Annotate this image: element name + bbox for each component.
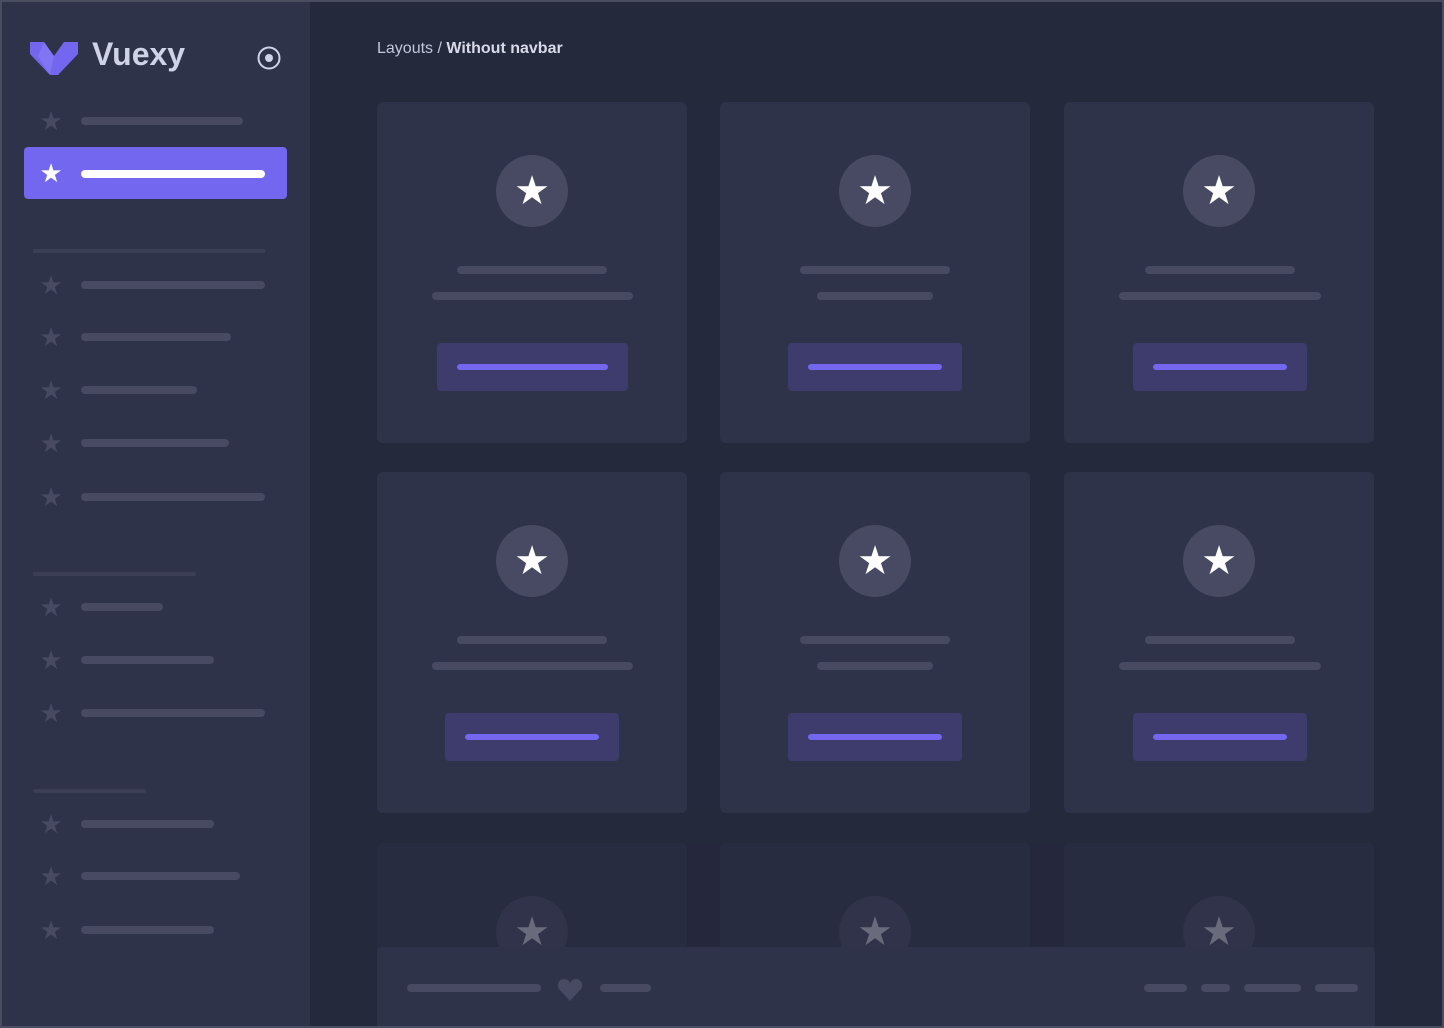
star-icon: ★ bbox=[839, 525, 911, 597]
card-button[interactable] bbox=[1133, 713, 1307, 761]
card-text-line bbox=[457, 636, 607, 644]
radio-circle-icon[interactable] bbox=[256, 45, 282, 71]
breadcrumb-separator: / bbox=[433, 40, 447, 57]
sidebar-item-label bbox=[81, 872, 240, 880]
card-text-line bbox=[800, 266, 950, 274]
sidebar-item[interactable]: ★ bbox=[24, 591, 287, 623]
footer bbox=[377, 947, 1375, 1026]
card-button-label bbox=[1153, 734, 1287, 740]
section-divider bbox=[33, 789, 146, 793]
star-icon: ★ bbox=[39, 809, 63, 839]
star-icon: ★ bbox=[39, 861, 63, 891]
card: ★ bbox=[1064, 472, 1374, 813]
card-button-label bbox=[457, 364, 608, 370]
card-text-line bbox=[457, 266, 607, 274]
card-text-line bbox=[817, 292, 933, 300]
card: ★ bbox=[1064, 102, 1374, 443]
card-text-line bbox=[1119, 662, 1321, 670]
star-icon: ★ bbox=[39, 322, 63, 352]
breadcrumb-current: Without navbar bbox=[446, 40, 563, 57]
footer-link[interactable] bbox=[1244, 984, 1301, 992]
card-button[interactable] bbox=[788, 713, 962, 761]
sidebar-item-active[interactable]: ★ bbox=[24, 147, 287, 199]
star-icon: ★ bbox=[39, 270, 63, 300]
star-icon: ★ bbox=[1183, 525, 1255, 597]
section-divider bbox=[33, 572, 196, 576]
card: ★ bbox=[377, 472, 687, 813]
sidebar-item[interactable]: ★ bbox=[24, 374, 287, 406]
card-button[interactable] bbox=[437, 343, 628, 391]
sidebar-item-label bbox=[81, 281, 265, 289]
card-text-line bbox=[817, 662, 933, 670]
footer-link[interactable] bbox=[1315, 984, 1358, 992]
footer-link[interactable] bbox=[407, 984, 541, 992]
sidebar-item-label bbox=[81, 926, 214, 934]
card-button[interactable] bbox=[445, 713, 619, 761]
sidebar-item-label bbox=[81, 333, 231, 341]
star-icon: ★ bbox=[496, 155, 568, 227]
card-text-line bbox=[1119, 292, 1321, 300]
breadcrumb: Layouts / Without navbar bbox=[377, 40, 563, 58]
star-icon: ★ bbox=[39, 698, 63, 728]
star-icon: ★ bbox=[39, 915, 63, 945]
sidebar: Vuexy ★ ★ ★ ★ ★ ★ ★ ★ ★ ★ ★ ★ ★ bbox=[2, 2, 310, 1026]
star-icon: ★ bbox=[39, 158, 63, 188]
star-icon: ★ bbox=[39, 592, 63, 622]
card-text-line bbox=[1145, 636, 1295, 644]
card-button[interactable] bbox=[788, 343, 962, 391]
star-icon: ★ bbox=[39, 645, 63, 675]
footer-link[interactable] bbox=[1144, 984, 1187, 992]
sidebar-item[interactable]: ★ bbox=[24, 697, 287, 729]
breadcrumb-parent[interactable]: Layouts bbox=[377, 40, 434, 57]
section-divider bbox=[33, 249, 265, 253]
star-icon: ★ bbox=[39, 375, 63, 405]
sidebar-item[interactable]: ★ bbox=[24, 860, 287, 892]
sidebar-item[interactable]: ★ bbox=[24, 914, 287, 946]
sidebar-item-label bbox=[81, 386, 197, 394]
sidebar-item[interactable]: ★ bbox=[24, 105, 287, 137]
sidebar-item-label bbox=[81, 170, 265, 178]
sidebar-item[interactable]: ★ bbox=[24, 808, 287, 840]
footer-link[interactable] bbox=[1201, 984, 1230, 992]
star-icon: ★ bbox=[39, 482, 63, 512]
brand-name: Vuexy bbox=[92, 36, 186, 72]
card-button[interactable] bbox=[1133, 343, 1307, 391]
card: ★ bbox=[720, 102, 1030, 443]
star-icon: ★ bbox=[1183, 155, 1255, 227]
card-text-line bbox=[432, 292, 633, 300]
card-button-label bbox=[808, 364, 942, 370]
heart-icon bbox=[557, 979, 583, 1001]
sidebar-item-label bbox=[81, 493, 265, 501]
card-text-line bbox=[800, 636, 950, 644]
sidebar-item[interactable]: ★ bbox=[24, 644, 287, 676]
star-icon: ★ bbox=[39, 106, 63, 136]
card: ★ bbox=[720, 472, 1030, 813]
vuexy-logo-icon bbox=[30, 42, 78, 75]
sidebar-item-label bbox=[81, 656, 214, 664]
sidebar-item-label bbox=[81, 820, 214, 828]
sidebar-item[interactable]: ★ bbox=[24, 427, 287, 459]
footer-link[interactable] bbox=[600, 984, 651, 992]
star-icon: ★ bbox=[839, 155, 911, 227]
sidebar-item[interactable]: ★ bbox=[24, 269, 287, 301]
sidebar-item-label bbox=[81, 117, 243, 125]
sidebar-item-label bbox=[81, 439, 229, 447]
sidebar-item[interactable]: ★ bbox=[24, 481, 287, 513]
sidebar-item[interactable]: ★ bbox=[24, 321, 287, 353]
card-button-label bbox=[465, 734, 599, 740]
card-button-label bbox=[808, 734, 942, 740]
card: ★ bbox=[377, 102, 687, 443]
star-icon: ★ bbox=[39, 428, 63, 458]
star-icon: ★ bbox=[496, 525, 568, 597]
card-text-line bbox=[432, 662, 633, 670]
sidebar-item-label bbox=[81, 603, 163, 611]
card-text-line bbox=[1145, 266, 1295, 274]
sidebar-item-label bbox=[81, 709, 265, 717]
card-button-label bbox=[1153, 364, 1287, 370]
